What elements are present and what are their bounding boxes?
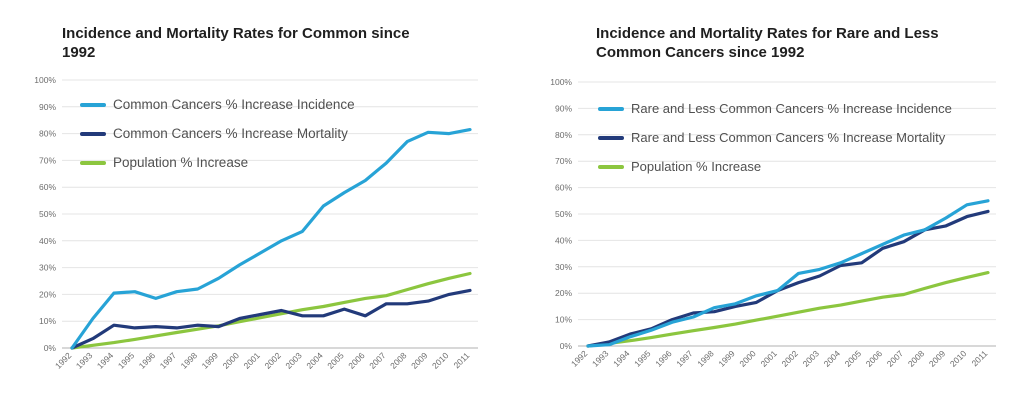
legend-item-mortality: Common Cancers % Increase Mortality [80, 119, 355, 148]
x-tick-label: 2008 [906, 348, 927, 369]
y-tick-label: 10% [39, 316, 56, 326]
x-tick-label: 1992 [569, 348, 590, 369]
y-tick-label: 60% [555, 183, 572, 193]
series-line-mortality [586, 209, 990, 348]
legend-swatch-incidence [80, 102, 106, 107]
chart-title: Incidence and Mortality Rates for Common… [62, 25, 410, 61]
series-line-mortality [70, 288, 472, 350]
x-tick-label: 1998 [179, 350, 200, 371]
legend-swatch-mortality [598, 135, 624, 140]
series-line-population [586, 271, 990, 348]
x-tick-label: 1993 [74, 350, 95, 371]
y-tick-label: 20% [39, 289, 56, 299]
legend-swatch-population [80, 160, 106, 165]
x-tick-label: 1995 [632, 348, 653, 369]
x-tick-label: 2006 [346, 350, 367, 371]
x-tick-label: 2005 [325, 350, 346, 371]
y-tick-label: 40% [555, 235, 572, 245]
legend-label: Common Cancers % Increase Incidence [113, 97, 355, 112]
y-tick-label: 10% [555, 315, 572, 325]
legend-label: Rare and Less Common Cancers % Increase … [631, 101, 952, 116]
x-tick-label: 2007 [885, 348, 906, 369]
legend-item-mortality: Rare and Less Common Cancers % Increase … [598, 123, 952, 152]
x-tick-label: 2002 [779, 348, 800, 369]
x-tick-label: 1999 [716, 348, 737, 369]
y-tick-label: 20% [555, 288, 572, 298]
y-tick-label: 70% [555, 156, 572, 166]
x-tick-label: 1995 [116, 350, 137, 371]
y-tick-label: 0% [560, 341, 573, 351]
legend-label: Rare and Less Common Cancers % Increase … [631, 130, 946, 145]
line-chart-common: 0%10%20%30%40%50%60%70%80%90%100%1992 199… [34, 75, 478, 371]
x-tick-label: 2007 [367, 350, 388, 371]
legend-swatch-mortality [80, 131, 106, 136]
chart-title: Incidence and Mortality Rates for Rare a… [596, 25, 939, 61]
series-line-incidence [70, 128, 472, 350]
legend: Rare and Less Common Cancers % Increase … [598, 94, 952, 181]
x-tick-label: 2009 [927, 348, 948, 369]
legend-item-population: Population % Increase [80, 148, 355, 177]
x-tick-label: 2006 [864, 348, 885, 369]
x-tick-label: 2004 [304, 350, 325, 371]
x-tick-label: 2003 [801, 348, 822, 369]
legend-swatch-population [598, 164, 624, 169]
legend: Common Cancers % Increase Incidence Comm… [80, 90, 355, 177]
y-tick-label: 30% [39, 263, 56, 273]
legend-swatch-incidence [598, 106, 624, 111]
y-tick-label: 70% [39, 155, 56, 165]
x-tick-label: 1996 [137, 350, 158, 371]
x-tick-label: 1997 [674, 348, 695, 369]
x-tick-label: 2010 [430, 350, 451, 371]
y-tick-label: 40% [39, 236, 56, 246]
y-tick-label: 90% [39, 102, 56, 112]
x-tick-label: 1994 [95, 350, 116, 371]
x-tick-label: 2001 [758, 348, 779, 369]
series-line-population [70, 271, 472, 350]
y-tick-label: 100% [550, 77, 572, 87]
legend-label: Population % Increase [631, 159, 762, 174]
legend-label: Common Cancers % Increase Mortality [113, 126, 348, 141]
x-tick-label: 2010 [948, 348, 969, 369]
y-tick-label: 90% [555, 103, 572, 113]
x-tick-label: 1999 [200, 350, 221, 371]
x-tick-label: 1997 [158, 350, 179, 371]
x-tick-label: 2009 [409, 350, 430, 371]
y-tick-label: 0% [44, 343, 57, 353]
line-chart-rare: 0%10%20%30%40%50%60%70%80%90%100%1992 199… [550, 77, 996, 369]
x-tick-label: 1998 [695, 348, 716, 369]
series-line-incidence [586, 199, 990, 348]
chart-panel-rare: Incidence and Mortality Rates for Rare a… [512, 0, 1024, 410]
x-tick-label: 1996 [653, 348, 674, 369]
x-tick-label: 1992 [53, 350, 74, 371]
legend-item-population: Population % Increase [598, 152, 952, 181]
x-tick-label: 2011 [451, 350, 471, 370]
x-tick-label: 2000 [221, 350, 242, 371]
y-tick-label: 80% [39, 129, 56, 139]
x-tick-label: 2003 [283, 350, 304, 371]
x-tick-label: 1993 [590, 348, 611, 369]
x-tick-label: 2005 [843, 348, 864, 369]
x-tick-label: 2001 [241, 350, 262, 371]
x-tick-label: 2004 [822, 348, 843, 369]
y-tick-label: 80% [555, 130, 572, 140]
x-tick-label: 2002 [262, 350, 283, 371]
legend-item-incidence: Rare and Less Common Cancers % Increase … [598, 94, 952, 123]
x-tick-label: 2011 [969, 348, 989, 368]
x-tick-label: 1994 [611, 348, 632, 369]
chart-panel-common: Incidence and Mortality Rates for Common… [34, 25, 478, 371]
legend-label: Population % Increase [113, 155, 249, 170]
legend-item-incidence: Common Cancers % Increase Incidence [80, 90, 355, 119]
y-tick-label: 60% [39, 182, 56, 192]
y-tick-label: 30% [555, 262, 572, 272]
x-tick-label: 2000 [737, 348, 758, 369]
y-tick-label: 50% [555, 209, 572, 219]
x-tick-label: 2008 [388, 350, 409, 371]
y-tick-label: 50% [39, 209, 56, 219]
y-tick-label: 100% [34, 75, 56, 85]
